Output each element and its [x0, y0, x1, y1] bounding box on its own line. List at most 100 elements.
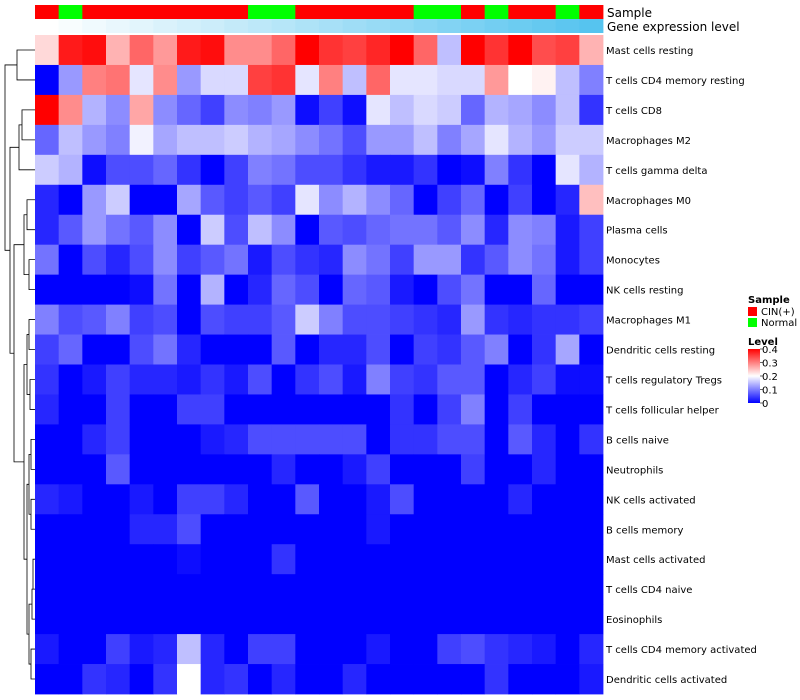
heatmap-cell	[342, 364, 367, 395]
heatmap-cell	[106, 64, 131, 96]
heatmap-cell	[129, 634, 154, 665]
heatmap-cell	[224, 394, 249, 425]
heatmap-cell	[200, 484, 225, 515]
heatmap-cell	[248, 394, 273, 425]
sample-annotation-cell	[508, 5, 533, 19]
heatmap-cell	[106, 604, 131, 635]
heatmap-cell	[58, 35, 83, 66]
heatmap-cell	[82, 604, 107, 635]
heatmap-cell	[342, 454, 367, 485]
heatmap-cell	[35, 244, 60, 276]
heatmap-cell	[461, 484, 486, 515]
expression-annotation-cell	[319, 19, 344, 33]
heatmap-cell	[200, 334, 225, 365]
heatmap-cell	[248, 514, 273, 545]
heatmap-cell	[579, 154, 604, 186]
heatmap-cell	[532, 424, 557, 455]
heatmap-cell	[82, 574, 107, 605]
heatmap-cell	[413, 64, 438, 96]
heatmap-cell	[248, 35, 273, 66]
heatmap-cell	[484, 484, 509, 515]
heatmap-cell	[58, 94, 83, 126]
heatmap-cell	[224, 364, 249, 395]
annotation-label-sample: Sample	[607, 6, 652, 20]
heatmap-cell	[532, 154, 557, 186]
heatmap-cell	[129, 484, 154, 515]
heatmap-cell	[177, 124, 202, 156]
sample-annotation-cell	[82, 5, 107, 19]
row-label-t-cells-cd8: T cells CD8	[605, 106, 662, 117]
heatmap-cell	[82, 124, 107, 156]
heatmap-cell	[58, 664, 83, 695]
column-annotation-bars	[35, 5, 604, 33]
heatmap-cell	[106, 634, 131, 665]
heatmap-cell	[579, 634, 604, 665]
heatmap-cell	[200, 604, 225, 635]
heatmap-cell	[177, 154, 202, 186]
heatmap-cell	[413, 514, 438, 545]
heatmap-cell	[508, 394, 533, 425]
heatmap-cell	[153, 424, 178, 455]
heatmap-cell	[271, 214, 296, 246]
heatmap-cell	[437, 394, 462, 425]
heatmap-cell	[271, 394, 296, 425]
heatmap-cell	[366, 244, 391, 276]
heatmap-cell	[461, 64, 486, 96]
row-label-t-cells-follicular-helper: T cells follicular helper	[605, 405, 720, 416]
heatmap-cell	[58, 214, 83, 246]
heatmap-cell	[532, 514, 557, 545]
heatmap-cell	[153, 154, 178, 186]
heatmap-cell	[390, 244, 415, 276]
expression-annotation-cell	[484, 19, 509, 33]
heatmap-cell	[579, 304, 604, 335]
heatmap-cell	[413, 214, 438, 246]
heatmap-cell	[248, 454, 273, 485]
heatmap-cell	[106, 244, 131, 276]
heatmap-cell	[177, 94, 202, 126]
heatmap-cell	[390, 304, 415, 335]
dendrogram-branch	[31, 588, 35, 620]
heatmap-cell	[484, 394, 509, 425]
heatmap-cell	[484, 64, 509, 96]
heatmap-cell	[366, 394, 391, 425]
heatmap-cell	[437, 454, 462, 485]
heatmap-cell	[484, 664, 509, 695]
heatmap-cell	[532, 634, 557, 665]
heatmap-cell	[437, 484, 462, 515]
heatmap-cell	[579, 64, 604, 96]
heatmap-cell	[319, 334, 344, 365]
heatmap-cell	[224, 514, 249, 545]
sample-annotation-cell	[366, 5, 391, 19]
heatmap-cell	[579, 274, 604, 305]
heatmap-cell	[35, 304, 60, 335]
legend-tick-label: 0.3	[762, 359, 778, 370]
heatmap-cell	[58, 424, 83, 455]
row-label-plasma-cells: Plasma cells	[606, 226, 668, 237]
heatmap-cell	[532, 35, 557, 66]
heatmap-cell	[35, 544, 60, 575]
heatmap-cell	[484, 514, 509, 545]
dendrogram-branch	[30, 438, 35, 470]
heatmap-cell	[224, 274, 249, 305]
heatmap-cell	[390, 364, 415, 395]
heatmap-cell	[106, 35, 131, 66]
heatmap-cell	[461, 604, 486, 635]
heatmap-cell	[35, 484, 60, 515]
heatmap-cell	[200, 364, 225, 395]
sample-annotation-cell	[153, 5, 178, 19]
heatmap-cell	[106, 364, 131, 395]
heatmap-cell	[413, 604, 438, 635]
heatmap-cell	[366, 184, 391, 216]
heatmap-cell	[532, 94, 557, 126]
heatmap-cell	[58, 514, 83, 545]
heatmap-cell	[58, 154, 83, 186]
heatmap-cell	[366, 544, 391, 575]
sample-annotation-cell	[579, 5, 604, 19]
heatmap-cell	[271, 94, 296, 126]
heatmap-cell	[390, 424, 415, 455]
heatmap-cell	[508, 424, 533, 455]
heatmap-cell	[106, 124, 131, 156]
heatmap-cell	[177, 364, 202, 395]
heatmap-cell	[295, 424, 320, 455]
expression-annotation-cell	[177, 19, 202, 33]
